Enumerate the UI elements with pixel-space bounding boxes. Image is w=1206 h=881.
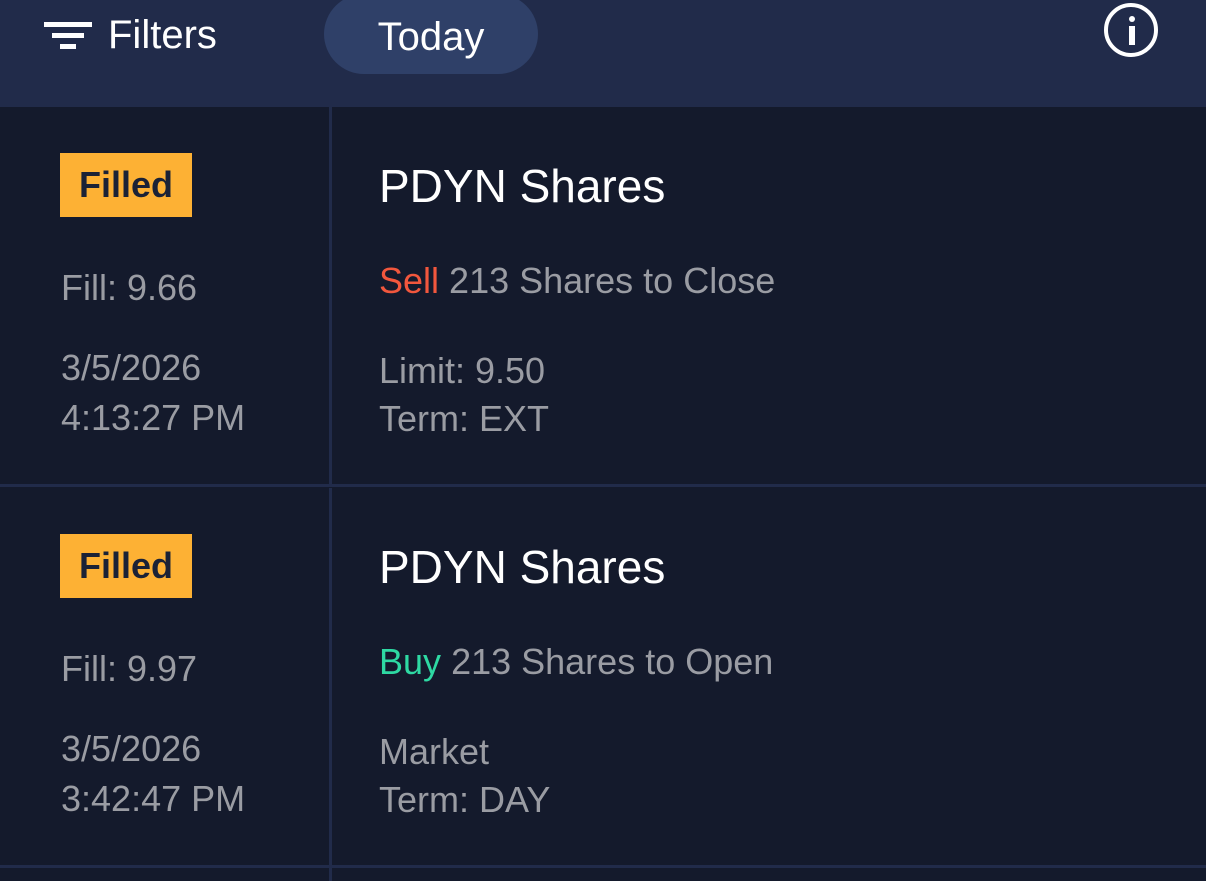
filter-icon	[44, 19, 92, 51]
order-term: Term: DAY	[379, 779, 551, 820]
fill-price: Fill: 9.97	[61, 648, 198, 689]
column-divider	[329, 107, 332, 484]
description-text: 213 Shares to Close	[449, 260, 776, 301]
order-description: Sell 213 Shares to Close	[379, 260, 775, 302]
column-divider	[329, 488, 332, 865]
order-price: Limit: 9.50	[379, 350, 546, 391]
order-row[interactable]: Filled Fill: 9.66 3/5/2026 4:13:27 PM PD…	[0, 107, 1206, 487]
order-title: PDYN Shares	[379, 541, 666, 593]
order-price: Market	[379, 731, 490, 772]
side-label: Buy	[379, 641, 442, 682]
order-description: Buy 213 Shares to Open	[379, 641, 773, 683]
order-row[interactable]: Filled Fill: 9.97 3/5/2026 3:42:47 PM PD…	[0, 488, 1206, 868]
description-text: 213 Shares to Open	[451, 641, 774, 682]
filters-label: Filters	[108, 12, 217, 57]
filters-button[interactable]: Filters	[44, 10, 217, 60]
order-date: 3/5/2026	[61, 347, 202, 388]
info-icon[interactable]	[1104, 3, 1158, 57]
order-time: 4:13:27 PM	[61, 397, 246, 438]
status-badge: Filled	[60, 153, 192, 217]
column-divider	[329, 868, 332, 881]
order-date: 3/5/2026	[61, 728, 202, 769]
header-bar: Filters Today	[0, 0, 1206, 107]
order-time: 3:42:47 PM	[61, 778, 246, 819]
status-badge: Filled	[60, 534, 192, 598]
order-title: PDYN Shares	[379, 160, 666, 212]
order-term: Term: EXT	[379, 398, 550, 439]
side-label: Sell	[379, 260, 440, 301]
fill-price: Fill: 9.66	[61, 267, 198, 308]
period-today-button[interactable]: Today	[324, 0, 538, 74]
